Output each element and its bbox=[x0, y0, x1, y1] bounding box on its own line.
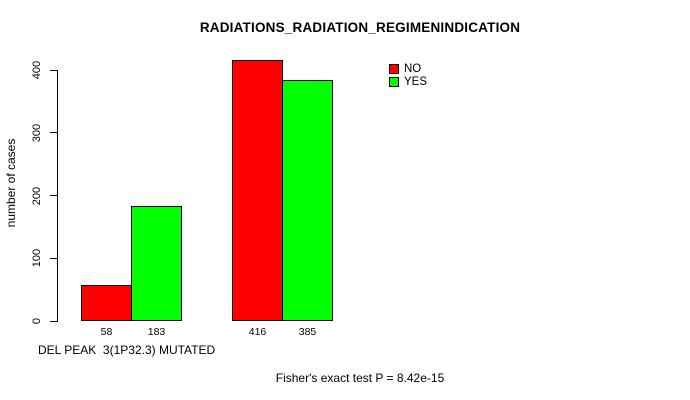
footnote: Fisher's exact test P = 8.42e-15 bbox=[275, 371, 445, 385]
y-axis-tick-label: 400 bbox=[31, 61, 43, 80]
legend-item-yes: YES bbox=[389, 76, 427, 88]
y-axis-tick-label: 200 bbox=[31, 186, 43, 205]
bar-value-label: 385 bbox=[298, 326, 317, 338]
bar-value-label: 58 bbox=[100, 326, 113, 338]
y-axis-tick bbox=[50, 320, 57, 322]
y-axis-tick bbox=[50, 257, 57, 259]
legend-item-no: NO bbox=[389, 63, 427, 75]
legend-swatch-yes bbox=[389, 77, 399, 87]
bar-value-label: 416 bbox=[248, 326, 267, 338]
chart-title: RADIATIONS_RADIATION_REGIMENINDICATION bbox=[199, 20, 521, 35]
legend-label: NO bbox=[404, 63, 422, 75]
bar-no-group2 bbox=[232, 60, 283, 321]
legend: NO YES bbox=[389, 63, 427, 89]
bar-value-label: 183 bbox=[147, 326, 166, 338]
y-axis-tick bbox=[50, 132, 57, 134]
legend-label: YES bbox=[404, 76, 428, 88]
legend-swatch-no bbox=[389, 64, 399, 74]
bar-no-group1 bbox=[81, 284, 132, 321]
y-axis-tick bbox=[50, 69, 57, 71]
y-axis-tick-label: 0 bbox=[31, 317, 43, 325]
bar-yes-group2 bbox=[282, 79, 333, 321]
bar-yes-group1 bbox=[131, 206, 182, 321]
y-axis-tick bbox=[50, 195, 57, 197]
y-axis-tick-label: 100 bbox=[31, 249, 43, 268]
y-axis-line bbox=[57, 70, 58, 322]
y-axis-tick-label: 300 bbox=[31, 123, 43, 143]
x-axis-annotation: DEL PEAK 3(1P32.3) MUTATED bbox=[38, 343, 216, 357]
